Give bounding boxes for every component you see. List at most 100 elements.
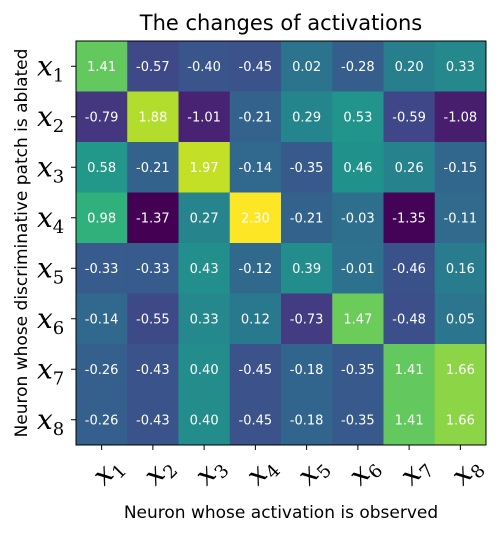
heatmap-cell	[229, 192, 282, 244]
cell-value-label: -1.35	[392, 211, 426, 226]
cell-value-label: -0.26	[85, 363, 119, 378]
heatmap-cell	[383, 41, 436, 92]
heatmap-cell	[76, 192, 128, 244]
heatmap-cell	[332, 192, 384, 244]
heatmap-cell	[76, 41, 128, 92]
cell-value-label: 0.53	[343, 110, 372, 125]
heatmap-cell	[383, 142, 436, 193]
cell-value-label: -0.33	[85, 262, 119, 277]
y-tick-label: x3	[37, 150, 64, 187]
heatmap-cell	[383, 394, 436, 446]
cell-value-label: 0.05	[446, 312, 475, 327]
cell-value-label: -0.45	[239, 363, 273, 378]
y-tick-label: x5	[37, 251, 64, 288]
cell-value-label: 0.39	[292, 262, 321, 277]
cell-value-label: 1.88	[138, 110, 167, 125]
heatmap-cell	[76, 142, 128, 193]
cell-value-label: 0.16	[446, 262, 475, 277]
cell-value-label: 0.12	[241, 312, 270, 327]
cell-value-label: -1.37	[136, 211, 170, 226]
cell-value-label: 0.27	[190, 211, 219, 226]
cell-value-label: 0.98	[87, 211, 116, 226]
cell-value-label: -0.35	[290, 161, 324, 176]
cell-value-label: -1.08	[444, 110, 478, 125]
heatmap-cell	[434, 192, 487, 244]
cell-value-label: -0.33	[136, 262, 170, 277]
x-tick-label: x6	[342, 449, 387, 494]
cell-value-label: -0.03	[341, 211, 375, 226]
heatmap-cell	[127, 41, 179, 92]
cell-value-label: 2.30	[241, 211, 270, 226]
x-axis-label: Neuron whose activation is observed	[124, 503, 438, 523]
cell-value-label: -0.14	[239, 161, 273, 176]
cell-value-label: -0.55	[136, 312, 170, 327]
cell-value-label: -0.73	[290, 312, 324, 327]
heatmap-cell	[383, 192, 436, 244]
cell-value-label: 0.40	[190, 363, 219, 378]
cell-value-label: -0.57	[136, 60, 170, 75]
heatmap-cell	[434, 243, 487, 294]
cell-value-label: 1.66	[446, 413, 475, 428]
heatmap-cell	[127, 142, 179, 193]
cell-value-label: 0.43	[190, 262, 219, 277]
cell-value-label: -0.28	[341, 60, 375, 75]
heatmap-cell	[332, 394, 384, 446]
cell-value-label: 0.58	[87, 161, 116, 176]
cell-value-label: -0.18	[290, 363, 324, 378]
cell-value-label: -0.59	[392, 110, 426, 125]
heatmap-cell	[178, 293, 231, 345]
heatmap-cell	[332, 293, 384, 345]
heatmap-cell	[76, 243, 128, 294]
heatmap-cell	[229, 394, 282, 446]
cell-value-label: 1.41	[395, 413, 424, 428]
heatmap-cell	[229, 243, 282, 294]
cell-value-label: 1.41	[395, 363, 424, 378]
heatmap-cells: 1.41 -0.57 -0.40 -0.45 0.02 -0.28 0.20 0.33 -0.7…	[76, 41, 487, 446]
heatmap-cell	[281, 41, 333, 92]
heatmap-cell	[127, 243, 179, 294]
heatmap-cell	[178, 243, 231, 294]
cell-value-label: -0.43	[136, 363, 170, 378]
cell-value-label: -0.46	[392, 262, 426, 277]
y-tick-label: x1	[37, 49, 64, 86]
heatmap-cell	[76, 293, 128, 345]
heatmap-cell	[76, 394, 128, 446]
cell-value-label: -0.35	[341, 363, 375, 378]
heatmap-cell	[127, 344, 179, 395]
x-tick-label: x7	[393, 449, 438, 494]
heatmap-cell	[434, 142, 487, 193]
cell-value-label: 0.02	[292, 60, 321, 75]
cell-value-label: 0.40	[190, 413, 219, 428]
x-tick-label: x2	[137, 449, 182, 494]
heatmap-cell	[281, 243, 333, 294]
heatmap-cell	[229, 142, 282, 193]
heatmap-cell	[229, 344, 282, 395]
heatmap-cell	[383, 344, 436, 395]
cell-value-label: 1.66	[446, 363, 475, 378]
heatmap-cell	[178, 41, 231, 92]
heatmap-cell	[434, 91, 487, 143]
heatmap-cell	[383, 243, 436, 294]
heatmap-cell	[178, 91, 231, 143]
cell-value-label: -0.12	[239, 262, 273, 277]
heatmap-cell	[127, 192, 179, 244]
x-tick-label: x3	[188, 449, 233, 494]
x-tick-label: x5	[291, 449, 336, 494]
cell-value-label: -0.01	[341, 262, 375, 277]
cell-value-label: -0.14	[85, 312, 119, 327]
cell-value-label: 0.29	[292, 110, 321, 125]
heatmap-cell	[281, 192, 333, 244]
y-axis-label: Neuron whose discriminative patch is abl…	[12, 49, 32, 438]
cell-value-label: 0.20	[395, 60, 424, 75]
heatmap-cell	[332, 142, 384, 193]
heatmap-cell	[229, 293, 282, 345]
heatmap-cell	[434, 344, 487, 395]
heatmap-cell	[76, 344, 128, 395]
cell-value-label: 1.41	[87, 60, 116, 75]
heatmap-cell	[127, 293, 179, 345]
x-tick-label: x4	[239, 449, 284, 494]
x-axis-ticks: x1 x2 x3 x4 x5 x6 x7 x8	[86, 445, 490, 494]
heatmap-cell	[178, 344, 231, 395]
cell-value-label: 0.26	[395, 161, 424, 176]
